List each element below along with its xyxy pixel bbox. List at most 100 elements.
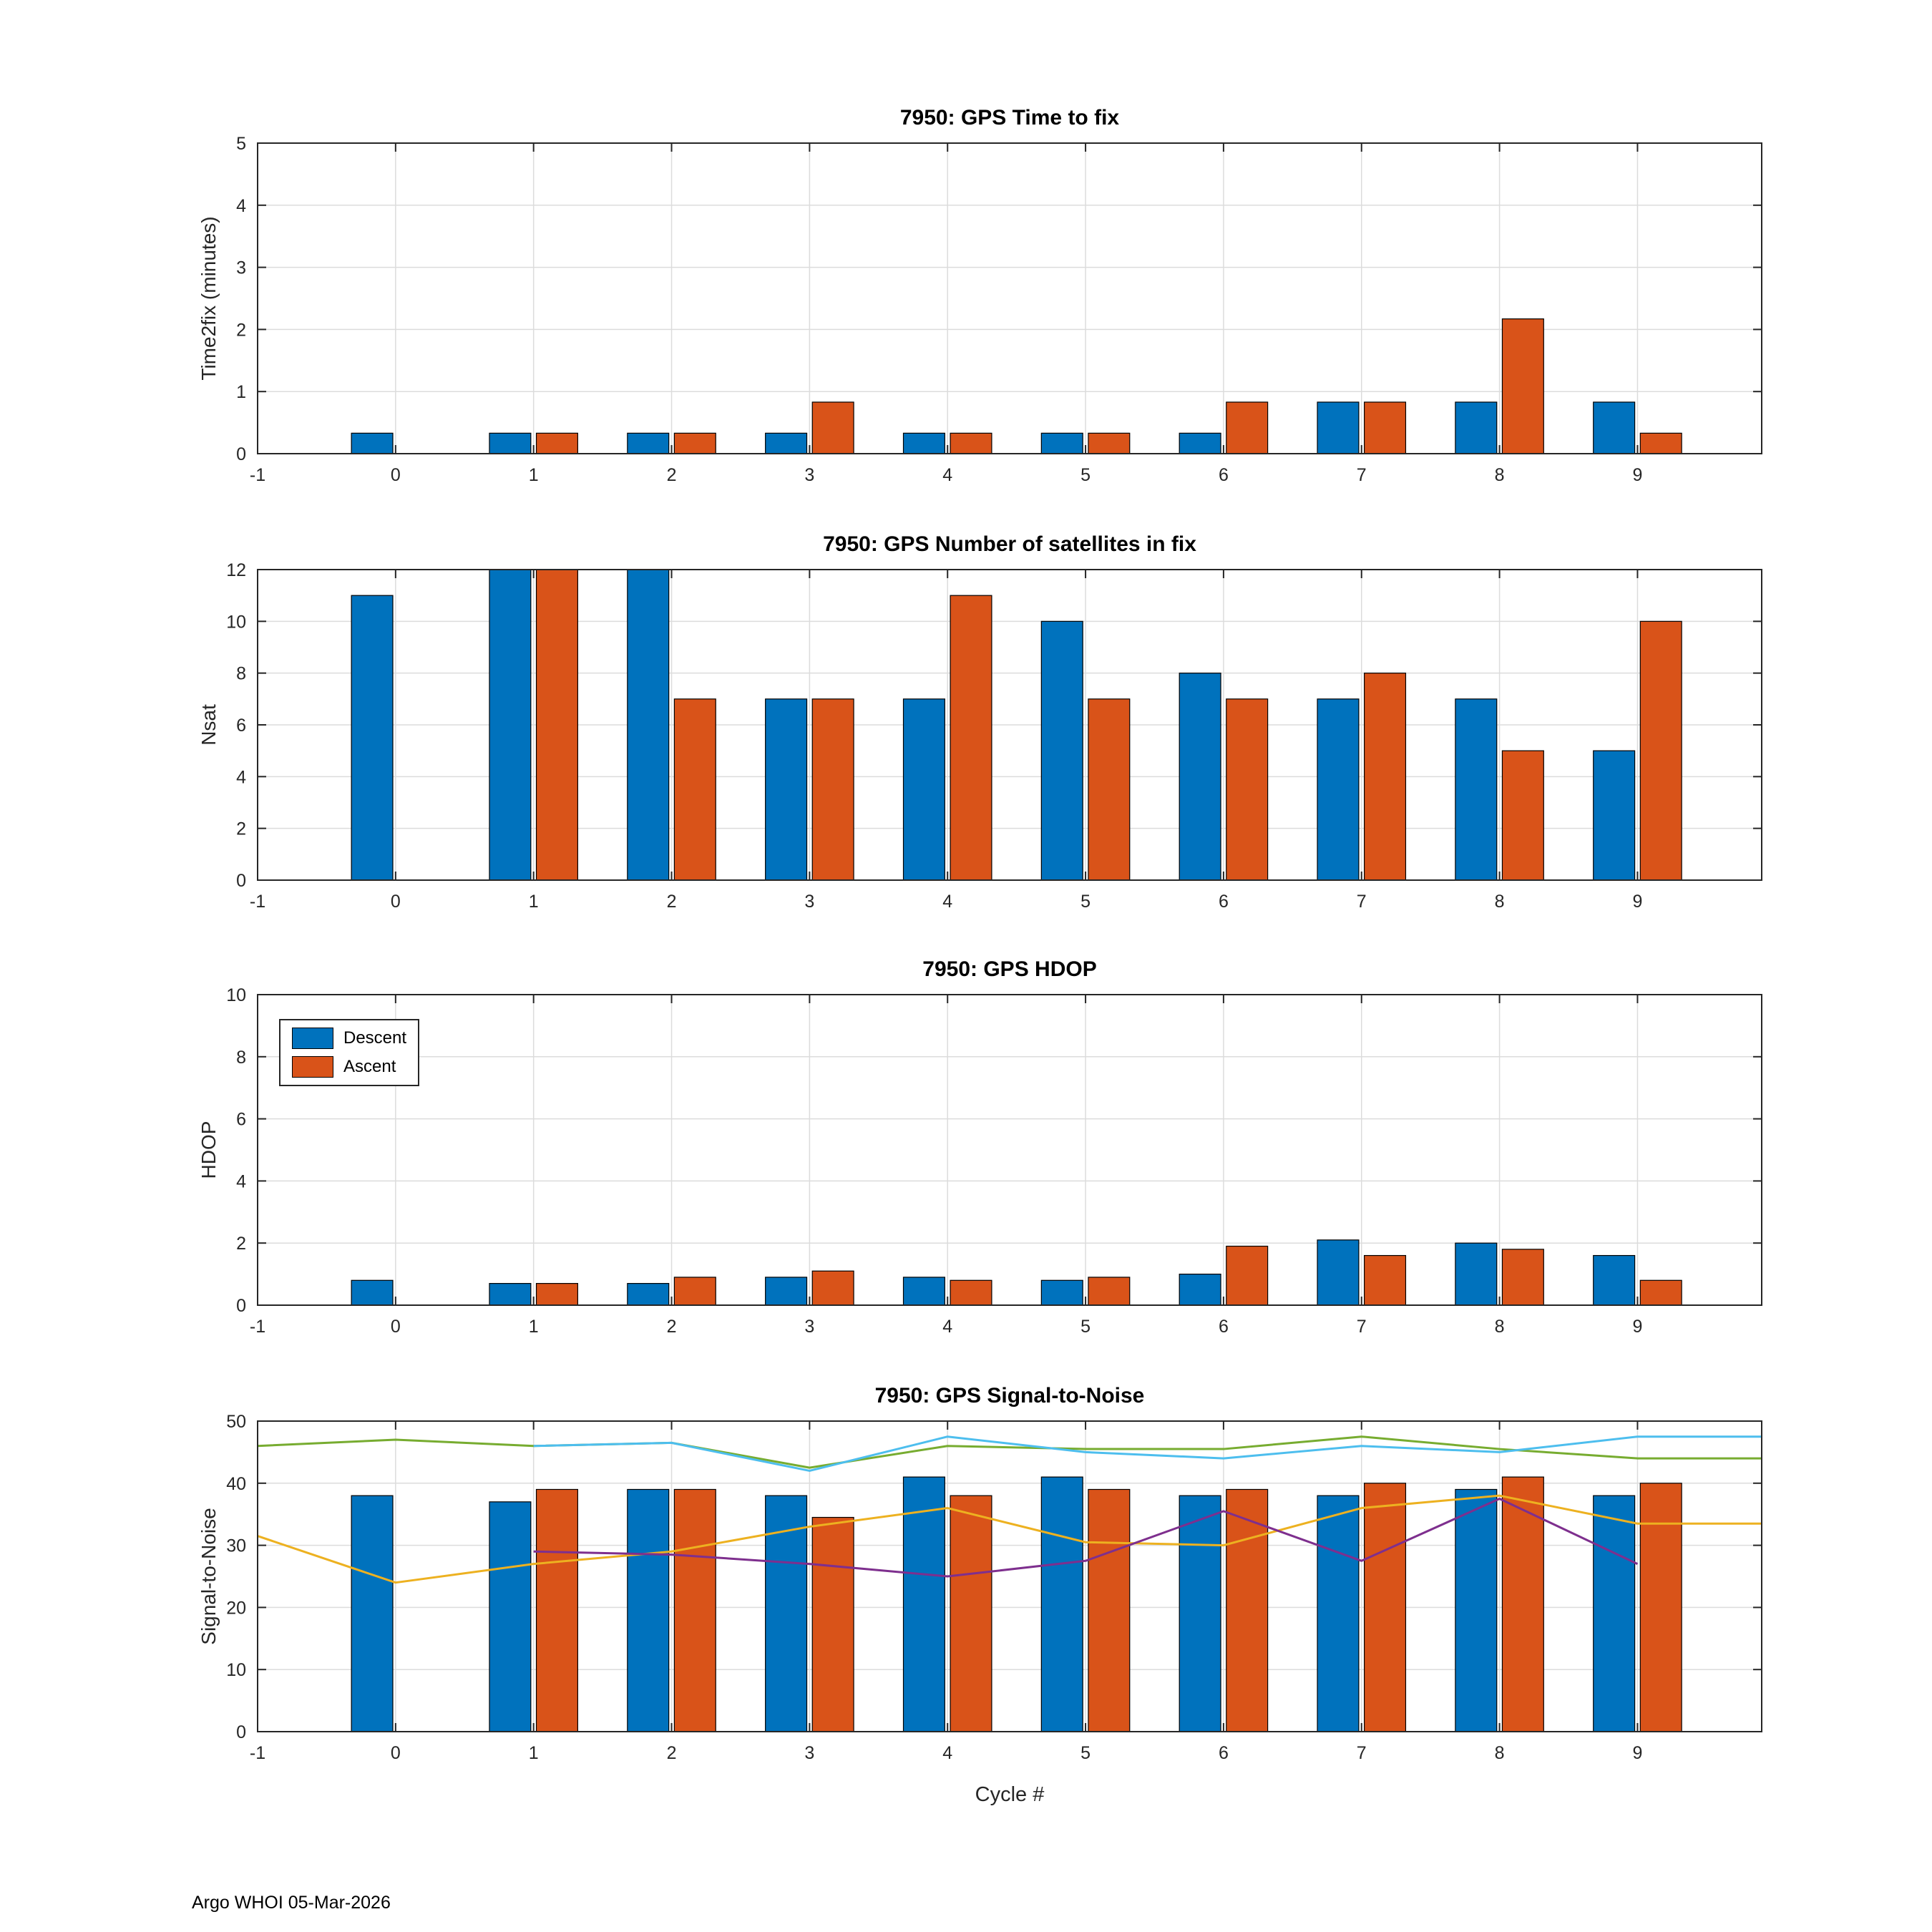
- x-tick-label: 2: [667, 1743, 677, 1763]
- x-tick-label: 5: [1080, 465, 1091, 485]
- x-tick-label: 8: [1495, 1317, 1505, 1337]
- bar-descent-cycle-4: [902, 698, 945, 881]
- bar-ascent-cycle-7: [1364, 401, 1407, 454]
- x-tick-label: 3: [804, 465, 814, 485]
- bar-descent-cycle-5: [1040, 432, 1083, 454]
- bar-ascent-cycle-9: [1639, 1279, 1682, 1306]
- bar-ascent-cycle-5: [1088, 1488, 1131, 1732]
- y-tick-label: 50: [226, 1412, 246, 1432]
- descent-swatch: [292, 1028, 333, 1049]
- hdop-ylabel: HDOP: [197, 1121, 220, 1179]
- bar-ascent-cycle-7: [1364, 1483, 1407, 1732]
- bar-descent-cycle-9: [1593, 1495, 1636, 1732]
- x-tick-label: 3: [804, 1743, 814, 1763]
- bar-descent-cycle-3: [765, 432, 808, 454]
- chart-2-axes-box: [257, 994, 1762, 1306]
- bar-descent-cycle-1: [489, 569, 532, 881]
- bar-descent-cycle-0: [351, 595, 394, 881]
- x-tick-label: 6: [1219, 465, 1229, 485]
- bar-ascent-cycle-1: [535, 1488, 578, 1732]
- y-tick-label: 10: [226, 985, 246, 1005]
- bar-ascent-cycle-9: [1639, 1483, 1682, 1732]
- x-tick-label: 0: [391, 465, 401, 485]
- cycle-xlabel: Cycle #: [975, 1783, 1045, 1806]
- x-tick-label: 1: [529, 892, 539, 912]
- bar-descent-cycle-1: [489, 1283, 532, 1306]
- bar-ascent-cycle-8: [1501, 1476, 1544, 1732]
- y-tick-label: 20: [226, 1598, 246, 1618]
- bar-descent-cycle-3: [765, 698, 808, 881]
- x-tick-label: 5: [1080, 892, 1091, 912]
- x-tick-label: 7: [1357, 1317, 1367, 1337]
- y-tick-label: 10: [226, 612, 246, 632]
- bar-descent-cycle-5: [1040, 620, 1083, 881]
- x-tick-label: 4: [942, 1317, 952, 1337]
- chart-3-axes-box: [257, 1420, 1762, 1732]
- bar-descent-cycle-6: [1179, 1495, 1221, 1732]
- y-tick-label: 0: [236, 1722, 246, 1742]
- bar-ascent-cycle-4: [950, 432, 992, 454]
- ascent-swatch: [292, 1056, 333, 1078]
- x-tick-label: 6: [1219, 1743, 1229, 1763]
- bar-descent-cycle-2: [627, 1488, 670, 1732]
- bar-ascent-cycle-5: [1088, 1277, 1131, 1306]
- bar-descent-cycle-8: [1455, 401, 1498, 454]
- y-tick-label: 6: [236, 716, 246, 736]
- legend: Descent Ascent: [279, 1019, 420, 1086]
- bar-ascent-cycle-3: [811, 1516, 854, 1732]
- nsat-title: 7950: GPS Number of satellites in fix: [823, 532, 1196, 556]
- x-tick-label: 4: [942, 892, 952, 912]
- y-tick-label: 0: [236, 444, 246, 464]
- bar-ascent-cycle-8: [1501, 318, 1544, 454]
- y-tick-label: 3: [236, 258, 246, 278]
- y-tick-label: 5: [236, 134, 246, 154]
- x-tick-label: 5: [1080, 1317, 1091, 1337]
- bar-descent-cycle-3: [765, 1277, 808, 1306]
- bar-ascent-cycle-1: [535, 1283, 578, 1306]
- x-tick-label: 2: [667, 465, 677, 485]
- bar-descent-cycle-1: [489, 432, 532, 454]
- x-tick-label: 1: [529, 1743, 539, 1763]
- bar-ascent-cycle-9: [1639, 620, 1682, 881]
- y-tick-label: 4: [236, 196, 246, 216]
- x-tick-label: 2: [667, 1317, 677, 1337]
- bar-descent-cycle-2: [627, 1283, 670, 1306]
- bar-descent-cycle-4: [902, 1476, 945, 1732]
- y-tick-label: 0: [236, 871, 246, 891]
- y-tick-label: 6: [236, 1110, 246, 1130]
- x-tick-label: 1: [529, 1317, 539, 1337]
- bar-ascent-cycle-6: [1226, 401, 1269, 454]
- y-tick-label: 10: [226, 1660, 246, 1680]
- bar-descent-cycle-7: [1317, 1495, 1360, 1732]
- y-tick-label: 2: [236, 819, 246, 839]
- bar-descent-cycle-2: [627, 432, 670, 454]
- y-tick-label: 40: [226, 1474, 246, 1494]
- y-tick-label: 2: [236, 320, 246, 340]
- bar-ascent-cycle-6: [1226, 698, 1269, 881]
- legend-descent-label: Descent: [343, 1028, 407, 1048]
- snr-title: 7950: GPS Signal-to-Noise: [874, 1384, 1145, 1407]
- y-tick-label: 4: [236, 1171, 246, 1191]
- bar-ascent-cycle-4: [950, 1495, 992, 1732]
- x-tick-label: 0: [391, 1317, 401, 1337]
- y-tick-label: 4: [236, 767, 246, 787]
- bar-descent-cycle-7: [1317, 698, 1360, 881]
- legend-row-descent: Descent: [292, 1028, 406, 1049]
- bar-ascent-cycle-2: [673, 698, 716, 881]
- snr-min-descent-line: [257, 1494, 1762, 1584]
- y-tick-label: 8: [236, 664, 246, 684]
- bar-descent-cycle-7: [1317, 401, 1360, 454]
- bar-descent-cycle-8: [1455, 1488, 1498, 1732]
- nsat-ylabel: Nsat: [197, 704, 220, 746]
- y-tick-label: 8: [236, 1048, 246, 1068]
- legend-ascent-label: Ascent: [343, 1057, 396, 1076]
- bar-ascent-cycle-6: [1226, 1488, 1269, 1732]
- x-tick-label: 1: [529, 465, 539, 485]
- y-tick-label: 1: [236, 382, 246, 402]
- bar-descent-cycle-9: [1593, 1254, 1636, 1306]
